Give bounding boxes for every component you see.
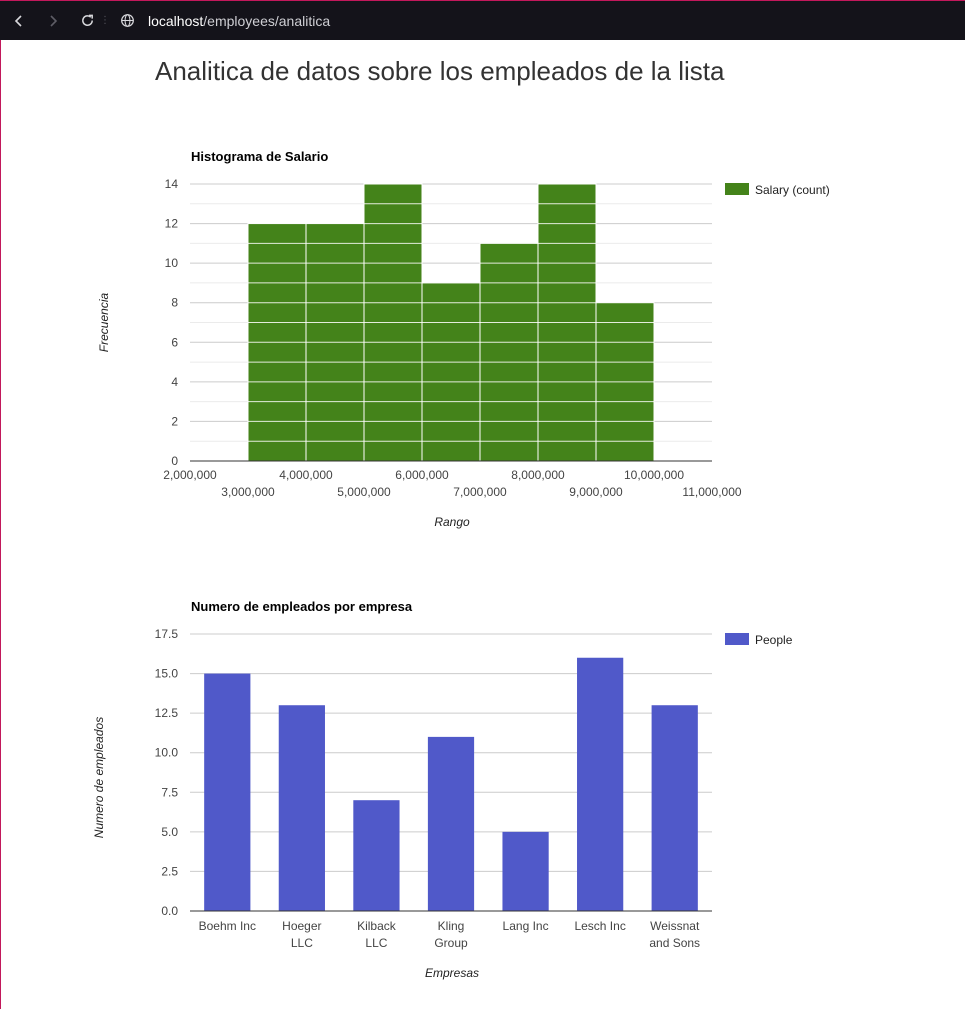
x-tick-label-line: Lesch Inc xyxy=(574,919,625,933)
y-tick-label: 12.5 xyxy=(155,706,179,720)
y-tick-label: 6 xyxy=(171,335,178,349)
page-title: Analitica de datos sobre los empleados d… xyxy=(155,56,725,86)
x-tick-label: Lang Inc xyxy=(503,919,549,933)
x-tick-label-line: Hoeger xyxy=(282,919,321,933)
y-tick-label: 17.5 xyxy=(155,627,179,641)
x-tick-label-line: LLC xyxy=(291,936,313,950)
company-y-ticks: 0.0 2.5 5.0 7.5 10.0 12.5 15.0 17.5 xyxy=(155,627,179,918)
y-tick-label: 10.0 xyxy=(155,746,179,760)
x-tick-label: 3,000,000 xyxy=(221,485,275,499)
y-tick-label: 12 xyxy=(165,217,179,231)
company-legend-label: People xyxy=(755,633,793,647)
x-tick-label-line: Kilback xyxy=(357,919,397,933)
x-tick-label: 10,000,000 xyxy=(624,468,684,482)
y-tick-label: 14 xyxy=(165,177,179,191)
y-tick-label: 2 xyxy=(171,414,178,428)
company-bar xyxy=(427,736,475,911)
company-bars xyxy=(204,657,698,911)
employees-by-company-chart: 0.0 2.5 5.0 7.5 10.0 12.5 15.0 17.5 Boehm Inc Ho… xyxy=(92,599,793,980)
url-path: /employees/analitica xyxy=(203,12,331,29)
back-button[interactable] xyxy=(8,10,30,32)
company-bar xyxy=(204,673,251,911)
x-tick-label: 2,000,000 xyxy=(163,468,217,482)
y-tick-label: 10 xyxy=(165,256,179,270)
x-tick-label: 5,000,000 xyxy=(337,485,391,499)
company-x-axis-label: Empresas xyxy=(425,966,479,980)
company-y-axis-label: Numero de empleados xyxy=(92,717,106,838)
histogram-bar xyxy=(247,223,307,462)
x-tick-label-line: Boehm Inc xyxy=(199,919,256,933)
browser-toolbar: ⋮ localhost/employees/analitica xyxy=(0,0,965,40)
histogram-bar xyxy=(595,302,655,462)
x-tick-label-line: LLC xyxy=(365,936,387,950)
y-tick-label: 15.0 xyxy=(155,667,179,681)
company-legend-swatch xyxy=(725,633,749,645)
histogram-bar-rect xyxy=(479,242,539,462)
company-bar xyxy=(502,831,549,911)
forward-button[interactable] xyxy=(42,10,64,32)
company-chart-title: Numero de empleados por empresa xyxy=(191,599,413,614)
x-tick-label-line: Group xyxy=(434,936,468,950)
company-x-ticks: Boehm Inc Hoeger LLC Kilback LLC Kling Group La… xyxy=(199,919,700,950)
reload-icon xyxy=(81,14,93,26)
x-tick-label-line: Weissnat xyxy=(650,919,700,933)
histogram-bar xyxy=(421,282,481,462)
histogram-x-ticks: 2,000,000 3,000,000 4,000,000 5,000,000 6,00… xyxy=(163,468,742,499)
y-tick-label: 2.5 xyxy=(161,864,178,878)
histogram-x-axis-label: Rango xyxy=(434,515,470,529)
histogram-legend-swatch xyxy=(725,183,749,195)
x-tick-label-line: and Sons xyxy=(649,936,700,950)
x-tick-label: Lesch Inc xyxy=(574,919,625,933)
x-tick-label: Weissnat and Sons xyxy=(649,919,700,950)
url-host: localhost xyxy=(148,12,204,29)
histogram-y-axis-label: Frecuencia xyxy=(97,293,111,353)
company-bar xyxy=(577,657,624,911)
x-tick-label: Kling Group xyxy=(434,919,468,950)
company-bar xyxy=(651,705,698,911)
histogram-bar-rect xyxy=(421,282,481,462)
histogram-bar xyxy=(363,183,423,462)
x-tick-label: Kilback LLC xyxy=(357,919,397,950)
histogram-legend-label: Salary (count) xyxy=(755,183,830,197)
salary-histogram-chart: 0 2 4 6 8 10 12 14 2,000,000 3,000,000 4,000,000 5… xyxy=(97,149,830,529)
company-bar xyxy=(278,705,325,911)
y-tick-label: 5.0 xyxy=(161,825,178,839)
histogram-bar xyxy=(305,223,365,462)
x-tick-label: Boehm Inc xyxy=(199,919,256,933)
y-tick-label: 0.0 xyxy=(161,904,178,918)
chevron-right-icon xyxy=(50,14,58,27)
y-tick-label: 8 xyxy=(171,296,178,310)
y-tick-label: 0 xyxy=(171,454,178,468)
x-tick-label: Hoeger LLC xyxy=(282,919,321,950)
histogram-title: Histograma de Salario xyxy=(191,149,328,164)
toolbar-separator: ⋮ xyxy=(100,14,110,26)
x-tick-label: 9,000,000 xyxy=(569,485,623,499)
histogram-bars xyxy=(247,183,655,462)
globe-icon xyxy=(120,14,134,27)
company-bar xyxy=(353,800,400,911)
x-tick-label: 8,000,000 xyxy=(511,468,565,482)
window-border xyxy=(0,0,1,1009)
histogram-bar xyxy=(537,183,597,462)
reload-button[interactable] xyxy=(76,10,98,32)
histogram-bar xyxy=(479,242,539,462)
histogram-y-ticks: 0 2 4 6 8 10 12 14 xyxy=(165,177,179,468)
x-tick-label-line: Kling xyxy=(438,919,465,933)
x-tick-label-line: Lang Inc xyxy=(503,919,549,933)
x-tick-label: 7,000,000 xyxy=(453,485,507,499)
x-tick-label: 4,000,000 xyxy=(279,468,333,482)
y-tick-label: 7.5 xyxy=(161,785,178,799)
y-tick-label: 4 xyxy=(171,375,178,389)
address-bar[interactable]: localhost/employees/analitica xyxy=(148,13,330,29)
site-info-button[interactable] xyxy=(116,10,138,32)
chevron-left-icon xyxy=(14,14,22,27)
x-tick-label: 11,000,000 xyxy=(682,485,741,499)
x-tick-label: 6,000,000 xyxy=(395,468,449,482)
